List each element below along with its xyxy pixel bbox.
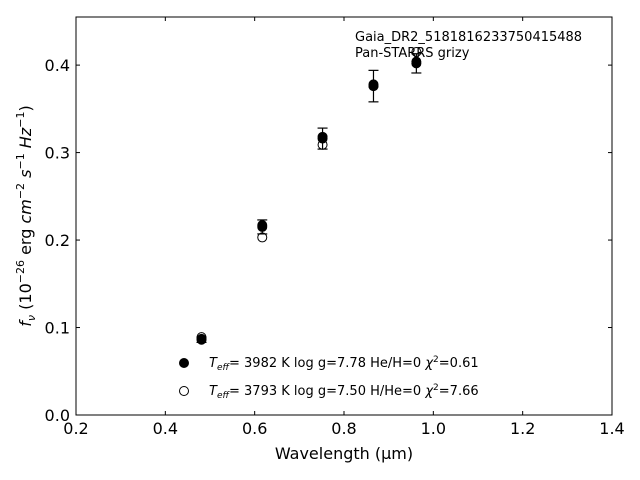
x-tick-label: 1.4 [599,419,624,438]
y-tick-label: 0.3 [45,144,70,163]
x-tick-label: 0.4 [153,419,178,438]
annotation-line-1: Gaia_DR2_5181816233750415488 [355,30,582,45]
legend-entry-2: Teff= 3793 K log g=7.50 H/He=0 χ2=7.66 [209,383,479,401]
legend-marker-open [179,386,189,396]
legend-marker-filled [179,358,189,368]
model-point-open [368,81,379,92]
model-point-open [317,139,328,150]
model-point-open [411,46,422,57]
labels-layer: 0.2 0.4 0.6 0.8 1.0 1.2 1.4 0.0 0.1 0.2 0.3 0.4 [45,56,625,438]
model-point-open [257,232,268,243]
legend-2-comp: H/He=0 [370,384,421,399]
legend-1-chi2: =0.61 [439,356,479,371]
legend: Teff= 3982 K log g=7.78 He/H=0 χ2=0.61 T… [179,355,479,401]
x-tick-label: 1.2 [510,419,535,438]
y-tick-label: 0.0 [45,406,70,425]
x-tick-label: 0.2 [63,419,88,438]
model-point-filled [317,131,328,142]
model-point-open [196,332,207,343]
legend-1-teff: 3982 K [244,356,290,371]
legend-2-logg: log g=7.50 [294,384,366,399]
x-tick-label: 0.8 [331,419,356,438]
y-tick-label: 0.2 [45,231,70,250]
marks-layer [196,46,422,345]
legend-entry-1: Teff= 3982 K log g=7.78 He/H=0 χ2=0.61 [209,355,479,373]
legend-2-chi2: =7.66 [439,384,479,399]
x-tick-label: 0.6 [242,419,267,438]
y-tick-label: 0.1 [45,319,70,338]
x-tick-label: 1.0 [421,419,446,438]
model-point-filled [257,220,268,231]
annotation-line-2: Pan-STARRS grizy [355,46,470,61]
x-axis-title: Wavelength (μm) [275,444,413,463]
legend-1-logg: log g=7.78 [294,356,366,371]
ticks-layer [75,17,613,416]
y-axis-title: fν (10−26 erg cm−2 s−1 Hz−1) [14,105,38,326]
y-tick-label: 0.4 [45,56,70,75]
model-point-filled [411,56,422,67]
legend-2-teff: 3793 K [244,384,290,399]
legend-1-comp: He/H=0 [370,356,421,371]
